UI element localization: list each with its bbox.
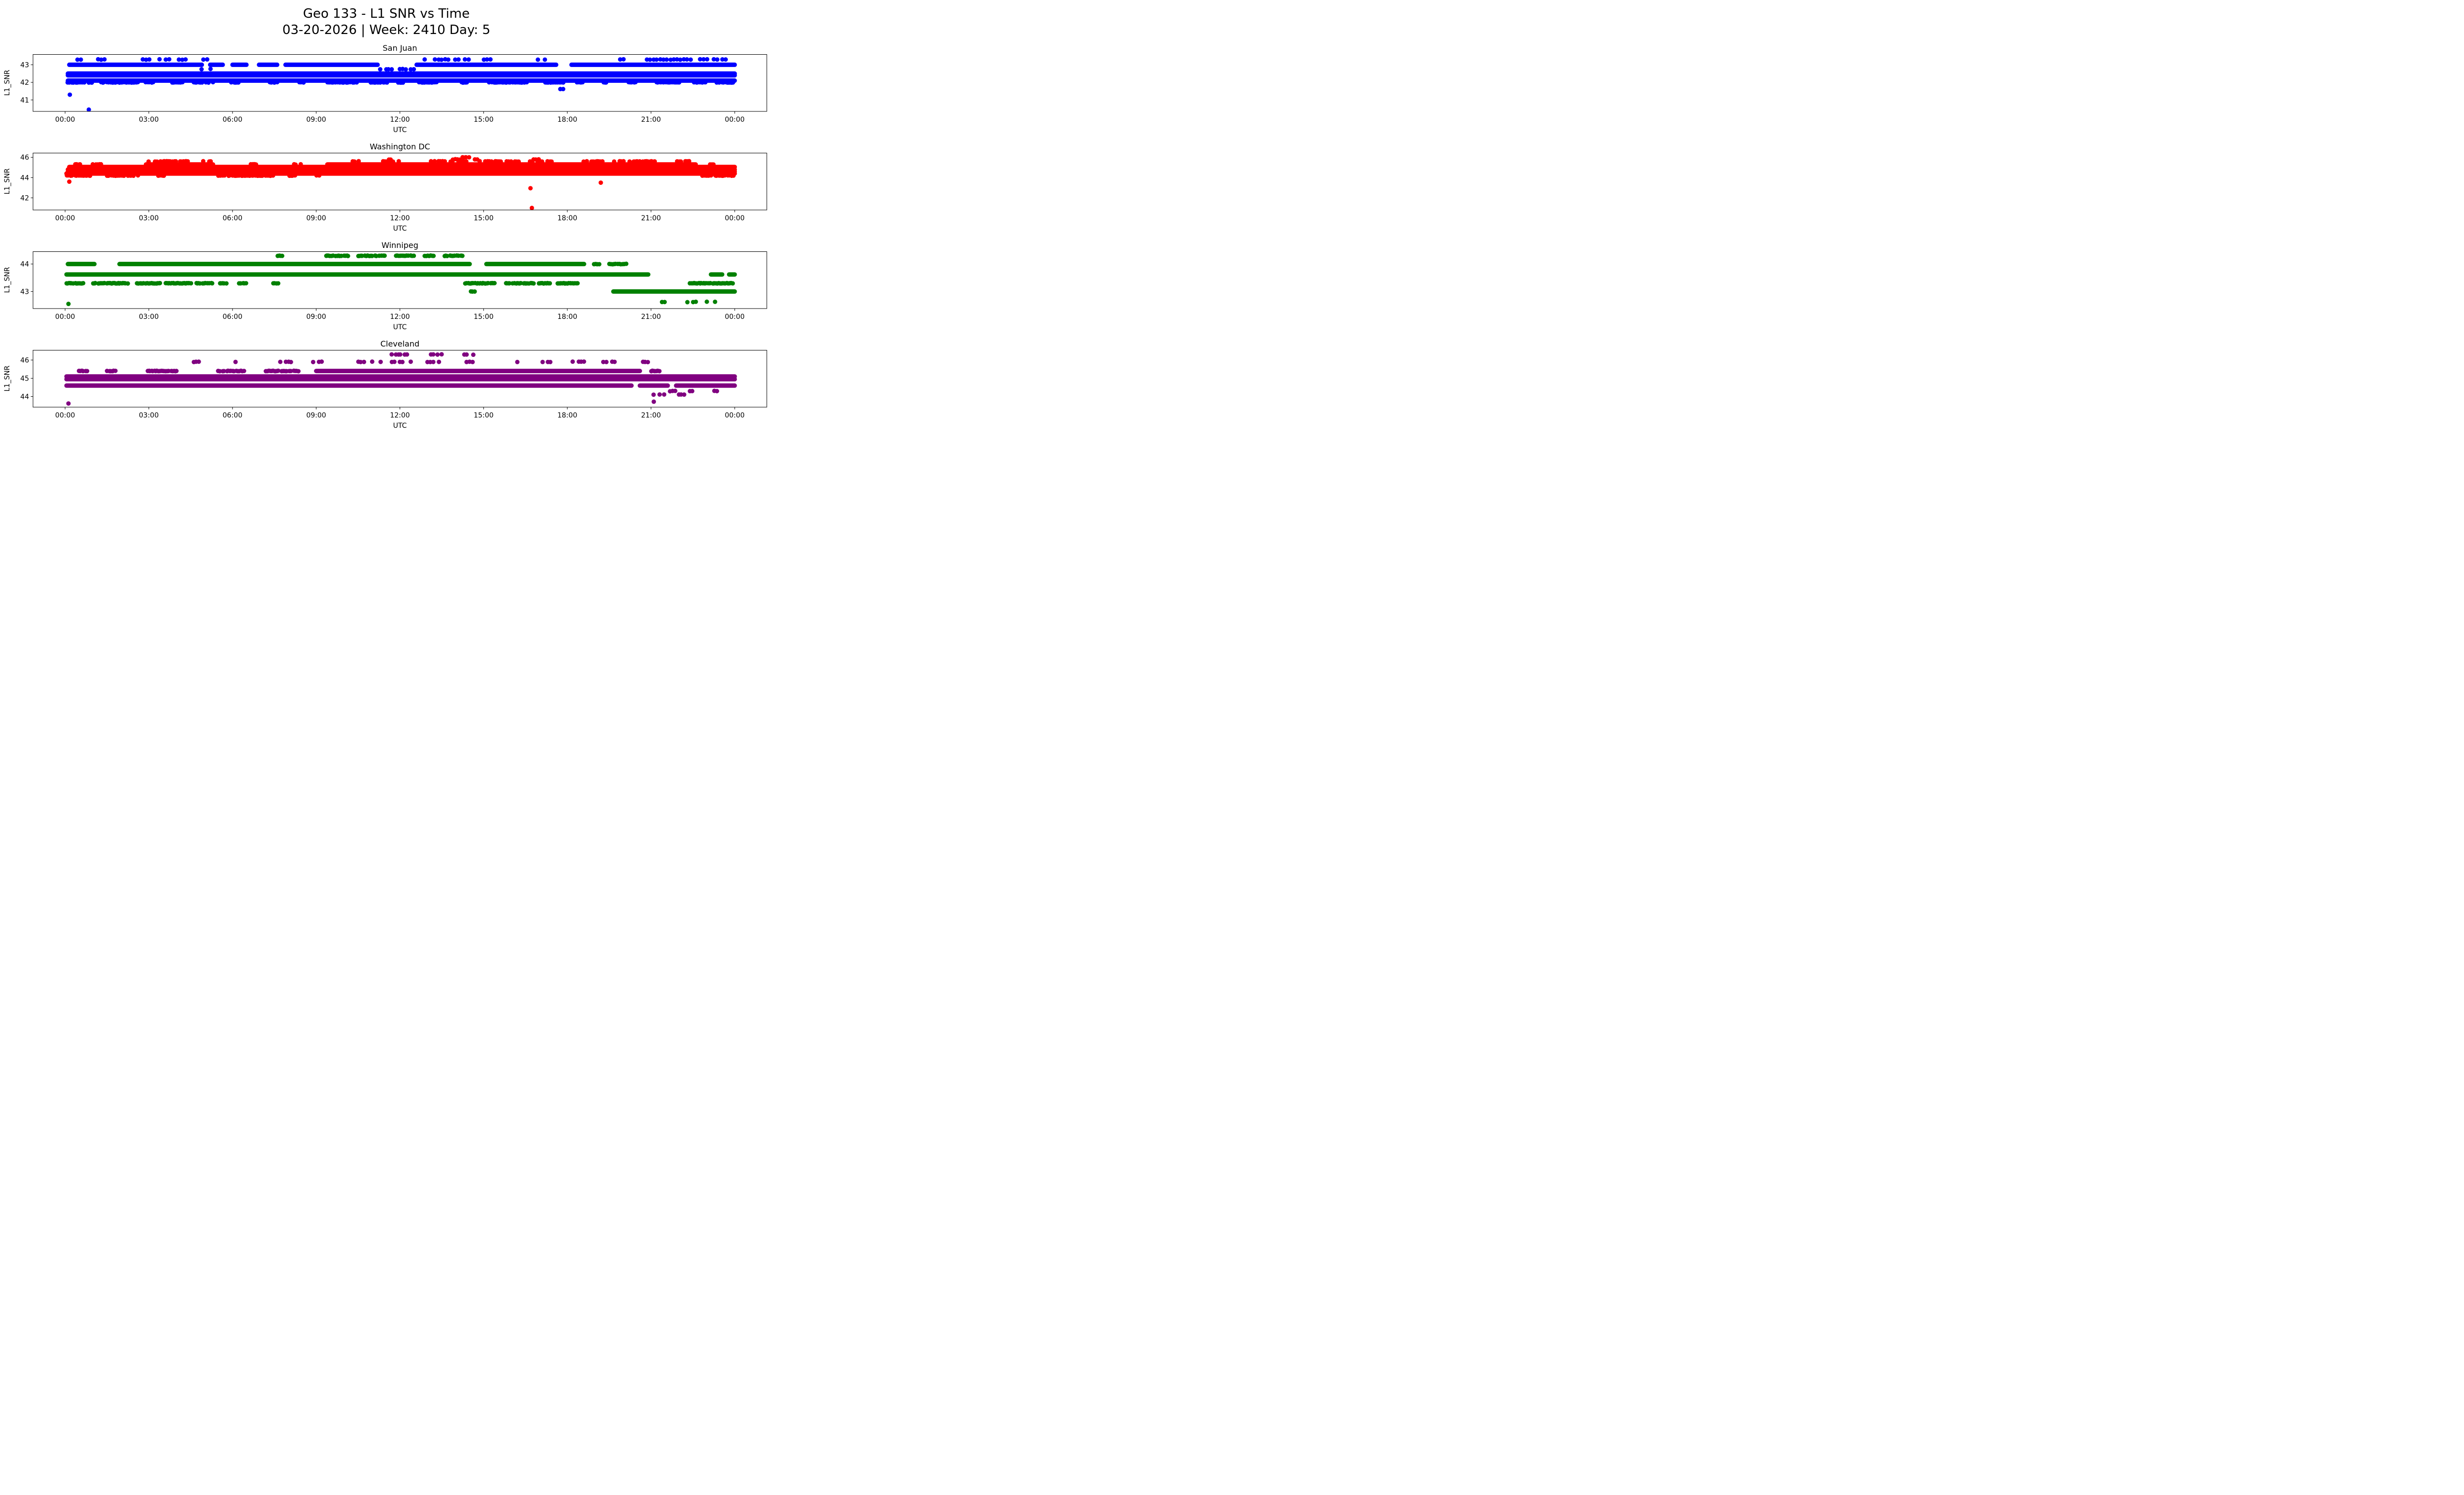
x-axis-label: UTC bbox=[393, 323, 407, 331]
y-axis: 41 42 43 bbox=[20, 61, 33, 104]
x-axis: 00:00 03:00 06:00 09:00 12:00 15:00 18:00 21:00… bbox=[55, 111, 745, 124]
plot-background bbox=[33, 251, 767, 309]
y-axis: 42 44 46 bbox=[20, 154, 33, 202]
subplot-title: Washington DC bbox=[370, 142, 430, 151]
x-tick-label: 15:00 bbox=[474, 116, 493, 124]
x-tick-label: 12:00 bbox=[390, 313, 410, 321]
x-tick-label: 18:00 bbox=[557, 412, 577, 419]
x-tick-label: 09:00 bbox=[306, 412, 326, 419]
x-tick-label: 00:00 bbox=[55, 412, 75, 419]
x-axis: 00:00 03:00 06:00 09:00 12:00 15:00 18:00 21:00… bbox=[55, 210, 745, 222]
x-tick-label: 18:00 bbox=[557, 116, 577, 124]
subplot-title: Winnipeg bbox=[381, 241, 418, 250]
x-tick-label: 12:00 bbox=[390, 214, 410, 222]
x-axis: 00:00 03:00 06:00 09:00 12:00 15:00 18:00 21:00… bbox=[55, 309, 745, 321]
x-axis-label: UTC bbox=[393, 126, 407, 134]
y-axis-label: L1_SNR bbox=[3, 267, 11, 293]
y-tick-label: 46 bbox=[20, 154, 29, 162]
plot-area: 00:00 03:00 06:00 09:00 12:00 15:00 18:00 21:00… bbox=[0, 251, 773, 333]
y-axis-label: L1_SNR bbox=[3, 168, 11, 194]
figure-title: Geo 133 - L1 SNR vs Time bbox=[303, 6, 470, 21]
x-tick-label: 15:00 bbox=[474, 412, 493, 419]
data-points bbox=[64, 253, 737, 307]
y-tick-label: 45 bbox=[20, 375, 29, 382]
x-tick-label: 12:00 bbox=[390, 116, 410, 124]
subplot-winnipeg: Winnipeg 00:00 03:00 06:00 09:00 12:00 15:00 1… bbox=[0, 241, 773, 333]
data-points bbox=[65, 57, 737, 111]
x-tick-label: 03:00 bbox=[139, 412, 159, 419]
subplot-title: San Juan bbox=[382, 43, 417, 53]
x-tick-label: 15:00 bbox=[474, 313, 493, 321]
plot-area: 00:00 03:00 06:00 09:00 12:00 15:00 18:00 21:00… bbox=[0, 350, 773, 432]
y-tick-label: 44 bbox=[20, 393, 29, 401]
y-tick-label: 43 bbox=[20, 61, 29, 69]
x-tick-label: 21:00 bbox=[641, 313, 661, 321]
x-tick-label: 03:00 bbox=[139, 313, 159, 321]
x-axis-label: UTC bbox=[393, 225, 407, 233]
x-tick-label: 06:00 bbox=[223, 214, 242, 222]
x-axis-label: UTC bbox=[393, 422, 407, 430]
y-axis: 43 44 bbox=[20, 261, 33, 296]
x-tick-label: 12:00 bbox=[390, 412, 410, 419]
plot-area: 00:00 03:00 06:00 09:00 12:00 15:00 18:00 21:00… bbox=[0, 153, 773, 235]
y-axis-label: L1_SNR bbox=[3, 365, 11, 391]
x-tick-label: 06:00 bbox=[223, 313, 242, 321]
x-tick-label: 09:00 bbox=[306, 116, 326, 124]
x-tick-label: 00:00 bbox=[55, 116, 75, 124]
x-axis: 00:00 03:00 06:00 09:00 12:00 15:00 18:00 21:00… bbox=[55, 407, 745, 419]
y-tick-label: 43 bbox=[20, 288, 29, 296]
x-tick-label: 18:00 bbox=[557, 214, 577, 222]
x-tick-label: 18:00 bbox=[557, 313, 577, 321]
x-tick-label: 03:00 bbox=[139, 116, 159, 124]
scatter-plot: 00:00 03:00 06:00 09:00 12:00 15:00 18:00 21:00… bbox=[3, 350, 767, 430]
y-tick-label: 42 bbox=[20, 194, 29, 202]
x-tick-label: 15:00 bbox=[474, 214, 493, 222]
data-points bbox=[64, 155, 737, 210]
x-tick-label: 00:00 bbox=[55, 214, 75, 222]
figure: Geo 133 - L1 SNR vs Time 03-20-2026 | We… bbox=[0, 6, 773, 432]
scatter-plot: 00:00 03:00 06:00 09:00 12:00 15:00 18:00 21:00… bbox=[3, 153, 767, 233]
x-tick-label: 21:00 bbox=[641, 116, 661, 124]
x-tick-label: 06:00 bbox=[223, 116, 242, 124]
x-tick-label: 21:00 bbox=[641, 214, 661, 222]
x-tick-label: 00:00 bbox=[725, 313, 745, 321]
y-tick-label: 44 bbox=[20, 261, 29, 269]
scatter-plot: 00:00 03:00 06:00 09:00 12:00 15:00 18:00 21:00… bbox=[3, 251, 767, 331]
x-tick-label: 00:00 bbox=[725, 412, 745, 419]
subplot-cleveland: Cleveland 00:00 03:00 06:00 09:00 12:00 15:00… bbox=[0, 339, 773, 432]
x-tick-label: 21:00 bbox=[641, 412, 661, 419]
y-axis-label: L1_SNR bbox=[3, 70, 11, 96]
x-tick-label: 09:00 bbox=[306, 313, 326, 321]
y-tick-label: 44 bbox=[20, 174, 29, 182]
y-axis: 44 45 46 bbox=[20, 356, 33, 401]
subplot-san-juan: San Juan 00:00 03:00 06:00 09:00 12:00 15:00 1… bbox=[0, 43, 773, 136]
x-tick-label: 00:00 bbox=[55, 313, 75, 321]
data-points bbox=[64, 352, 737, 406]
y-tick-label: 41 bbox=[20, 97, 29, 104]
scatter-plot: 00:00 03:00 06:00 09:00 12:00 15:00 18:00 21:00… bbox=[3, 54, 767, 134]
subplot-washington-dc: Washington DC 00:00 03:00 06:00 09:00 12:00 1… bbox=[0, 142, 773, 235]
x-tick-label: 00:00 bbox=[725, 116, 745, 124]
subplot-title: Cleveland bbox=[380, 339, 420, 348]
x-tick-label: 09:00 bbox=[306, 214, 326, 222]
figure-subtitle: 03-20-2026 | Week: 2410 Day: 5 bbox=[282, 23, 491, 37]
x-tick-label: 06:00 bbox=[223, 412, 242, 419]
y-tick-label: 46 bbox=[20, 356, 29, 364]
x-tick-label: 00:00 bbox=[725, 214, 745, 222]
x-tick-label: 03:00 bbox=[139, 214, 159, 222]
y-tick-label: 42 bbox=[20, 79, 29, 87]
plot-area: 00:00 03:00 06:00 09:00 12:00 15:00 18:00 21:00… bbox=[0, 54, 773, 136]
